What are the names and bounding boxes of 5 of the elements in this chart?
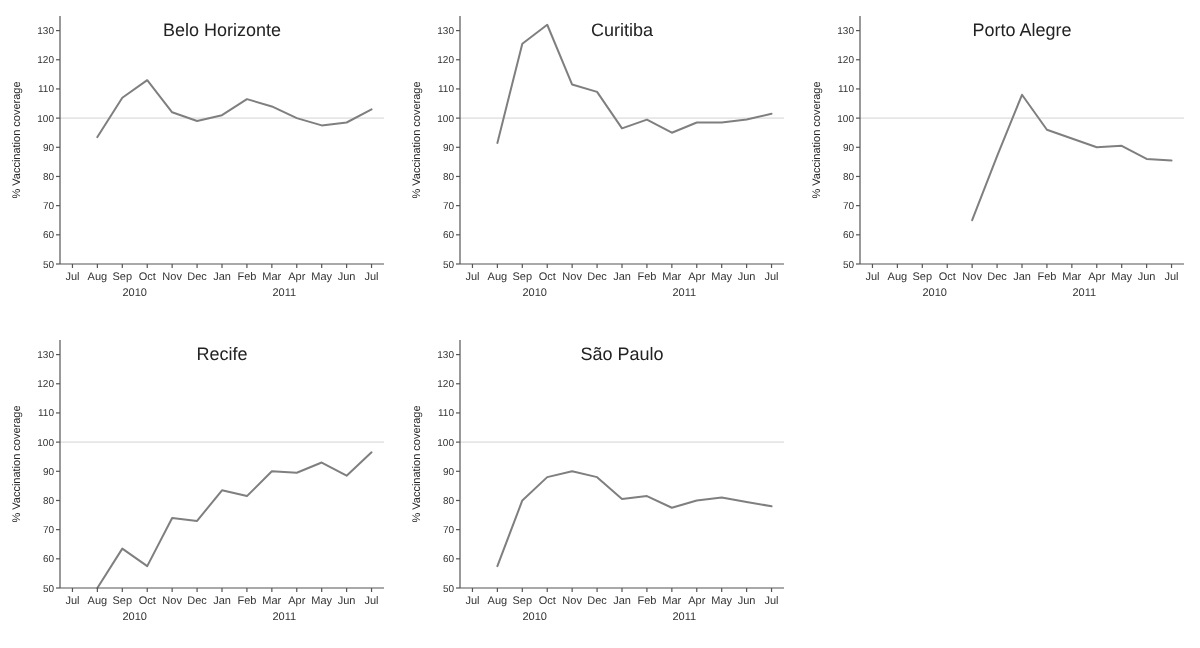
- chart-title: Porto Alegre: [972, 20, 1072, 40]
- chart-title: Belo Horizonte: [162, 20, 282, 40]
- chart-title: Curitiba: [590, 20, 654, 40]
- chart-title: São Paulo: [580, 344, 664, 364]
- chart-title: Recife: [196, 344, 248, 364]
